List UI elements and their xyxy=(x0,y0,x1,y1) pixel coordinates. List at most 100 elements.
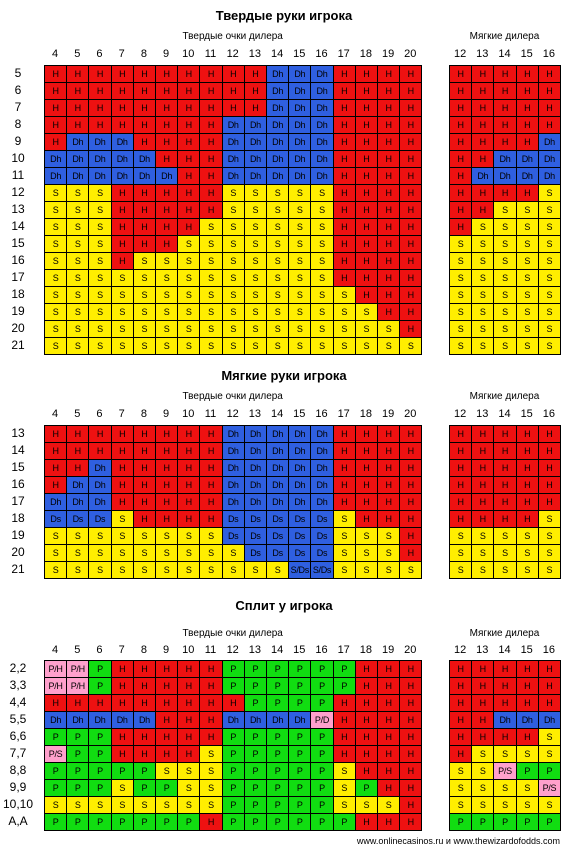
grid-cell: Dh xyxy=(266,493,290,511)
grid-cell: H xyxy=(493,82,517,100)
grid-cell: S xyxy=(332,544,356,562)
grid-cell: H xyxy=(515,694,539,712)
grid-cell: H xyxy=(537,694,561,712)
grid-cell: Ds xyxy=(88,510,112,528)
grid-cell: S xyxy=(449,796,473,814)
grid-cell: H xyxy=(354,510,378,528)
grid-cell: H xyxy=(354,133,378,151)
grid-cell: S xyxy=(199,286,223,304)
grid-cell: P xyxy=(288,728,312,746)
grid-cell: H xyxy=(449,82,473,100)
grid-cell: S xyxy=(221,269,245,287)
grid-cell: S xyxy=(449,252,473,270)
grid-cell: H xyxy=(332,442,356,460)
grid-cell: H xyxy=(155,510,179,528)
grid-cell: S xyxy=(44,201,68,219)
grid-cell: S xyxy=(332,762,356,780)
grid-cell: H xyxy=(515,65,539,83)
grid-cell: H xyxy=(199,813,223,831)
grid-cell: H xyxy=(515,660,539,678)
grid-cell: H xyxy=(199,711,223,729)
grid-cell: S xyxy=(177,269,201,287)
grid-cell: H xyxy=(399,269,423,287)
grid-cell: H xyxy=(44,459,68,477)
grid-cell: Dh xyxy=(243,150,267,168)
grid-cell: S xyxy=(66,320,90,338)
grid-cell: S xyxy=(177,337,201,355)
grid-cell: P xyxy=(266,796,290,814)
grid-cell: Dh xyxy=(310,476,334,494)
grid-cell: H xyxy=(88,82,112,100)
grid-cell: H xyxy=(177,459,201,477)
grid-cell: H xyxy=(471,425,495,443)
grid-cell: S xyxy=(88,527,112,545)
grid-cell: H xyxy=(471,711,495,729)
grid-cell: S xyxy=(471,303,495,321)
grid-cell: S xyxy=(110,320,134,338)
grid-cell: Dh xyxy=(288,425,312,443)
grid-cell: H xyxy=(132,218,156,236)
column-header: 5 xyxy=(74,644,81,656)
grid-cell: Dh xyxy=(288,65,312,83)
grid-cell: S xyxy=(243,184,267,202)
grid-cell: Dh xyxy=(266,99,290,117)
grid-cell: S xyxy=(471,269,495,287)
grid-cell: H xyxy=(132,694,156,712)
grid-cell: S xyxy=(515,269,539,287)
grid-cell: H xyxy=(132,459,156,477)
grid-cell: H xyxy=(377,425,401,443)
grid-cell: P xyxy=(155,779,179,797)
grid-cell: H xyxy=(449,493,473,511)
grid-cell: Dh xyxy=(66,133,90,151)
grid-cell: H xyxy=(177,99,201,117)
grid-cell: S xyxy=(110,269,134,287)
grid-cell: S xyxy=(177,527,201,545)
grid-cell: Dh xyxy=(66,711,90,729)
column-header: 10 xyxy=(182,48,195,60)
grid-cell: S xyxy=(155,320,179,338)
grid-cell: H xyxy=(399,796,423,814)
grid-cell: S xyxy=(88,286,112,304)
grid-cell: H xyxy=(377,218,401,236)
grid-cell: Dh xyxy=(310,116,334,134)
grid-cell: S xyxy=(515,779,539,797)
grid-cell: S xyxy=(537,201,561,219)
grid-cell: H xyxy=(177,745,201,763)
column-header: 4 xyxy=(52,644,59,656)
column-header: 11 xyxy=(204,644,217,656)
grid-cell: H xyxy=(515,476,539,494)
grid-cell: S xyxy=(110,561,134,579)
grid-cell: H xyxy=(132,660,156,678)
grid-cell: H xyxy=(377,442,401,460)
grid-cell: Dh xyxy=(310,459,334,477)
grid-cell: H xyxy=(332,493,356,511)
grid-cell: S xyxy=(377,796,401,814)
grid-cell: H xyxy=(132,184,156,202)
grid-cell: H xyxy=(377,167,401,185)
grid-cell: S xyxy=(243,337,267,355)
grid-cell: H xyxy=(110,252,134,270)
row-label: 6,6 xyxy=(9,729,27,743)
row-label: 17 xyxy=(11,270,25,284)
grid-cell: S xyxy=(471,337,495,355)
column-header: 15 xyxy=(520,644,533,656)
grid-cell: P xyxy=(177,813,201,831)
grid-cell: H xyxy=(493,660,517,678)
grid-cell: S xyxy=(288,218,312,236)
grid-cell: H xyxy=(332,694,356,712)
grid-cell: S xyxy=(110,527,134,545)
grid-cell: S xyxy=(88,337,112,355)
grid-cell: H xyxy=(354,65,378,83)
grid-cell: H xyxy=(399,65,423,83)
grid-cell: H xyxy=(177,116,201,134)
grid-cell: H xyxy=(377,150,401,168)
row-label: 5 xyxy=(14,66,22,80)
grid-cell: S xyxy=(515,544,539,562)
grid-cell: S xyxy=(377,544,401,562)
grid-cell: S xyxy=(449,303,473,321)
grid-cell: P xyxy=(221,728,245,746)
grid-cell: S xyxy=(110,286,134,304)
grid-cell: S xyxy=(354,303,378,321)
grid-cell: S xyxy=(44,286,68,304)
column-header: 20 xyxy=(404,408,417,420)
